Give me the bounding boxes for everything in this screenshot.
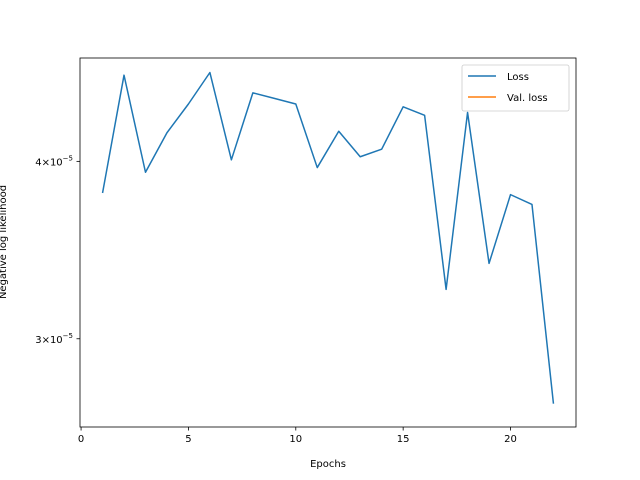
x-tick-label: 15 bbox=[397, 434, 410, 445]
x-axis-ticks: 0 5 10 15 20 bbox=[78, 427, 517, 445]
series-line-loss bbox=[101, 71, 555, 404]
series-layer bbox=[101, 71, 555, 404]
legend: Loss Val. loss bbox=[461, 64, 570, 112]
y-tick-label: 3×10−5 bbox=[35, 332, 73, 346]
x-tick-label: 20 bbox=[504, 434, 517, 445]
x-axis-label: Epochs bbox=[310, 459, 346, 470]
x-tick-label: 0 bbox=[78, 434, 84, 445]
y-axis-label: Negative log likelihood bbox=[0, 185, 9, 299]
y-axis-ticks: 3×10−5 4×10−5 bbox=[35, 154, 80, 346]
plot-area bbox=[80, 58, 576, 427]
y-tick-label: 4×10−5 bbox=[35, 154, 73, 168]
x-tick-label: 5 bbox=[185, 434, 191, 445]
legend-label-loss: Loss bbox=[507, 72, 529, 83]
legend-label-val-loss: Val. loss bbox=[507, 93, 548, 104]
plot-frame bbox=[79, 57, 577, 428]
x-tick-label: 10 bbox=[289, 434, 302, 445]
